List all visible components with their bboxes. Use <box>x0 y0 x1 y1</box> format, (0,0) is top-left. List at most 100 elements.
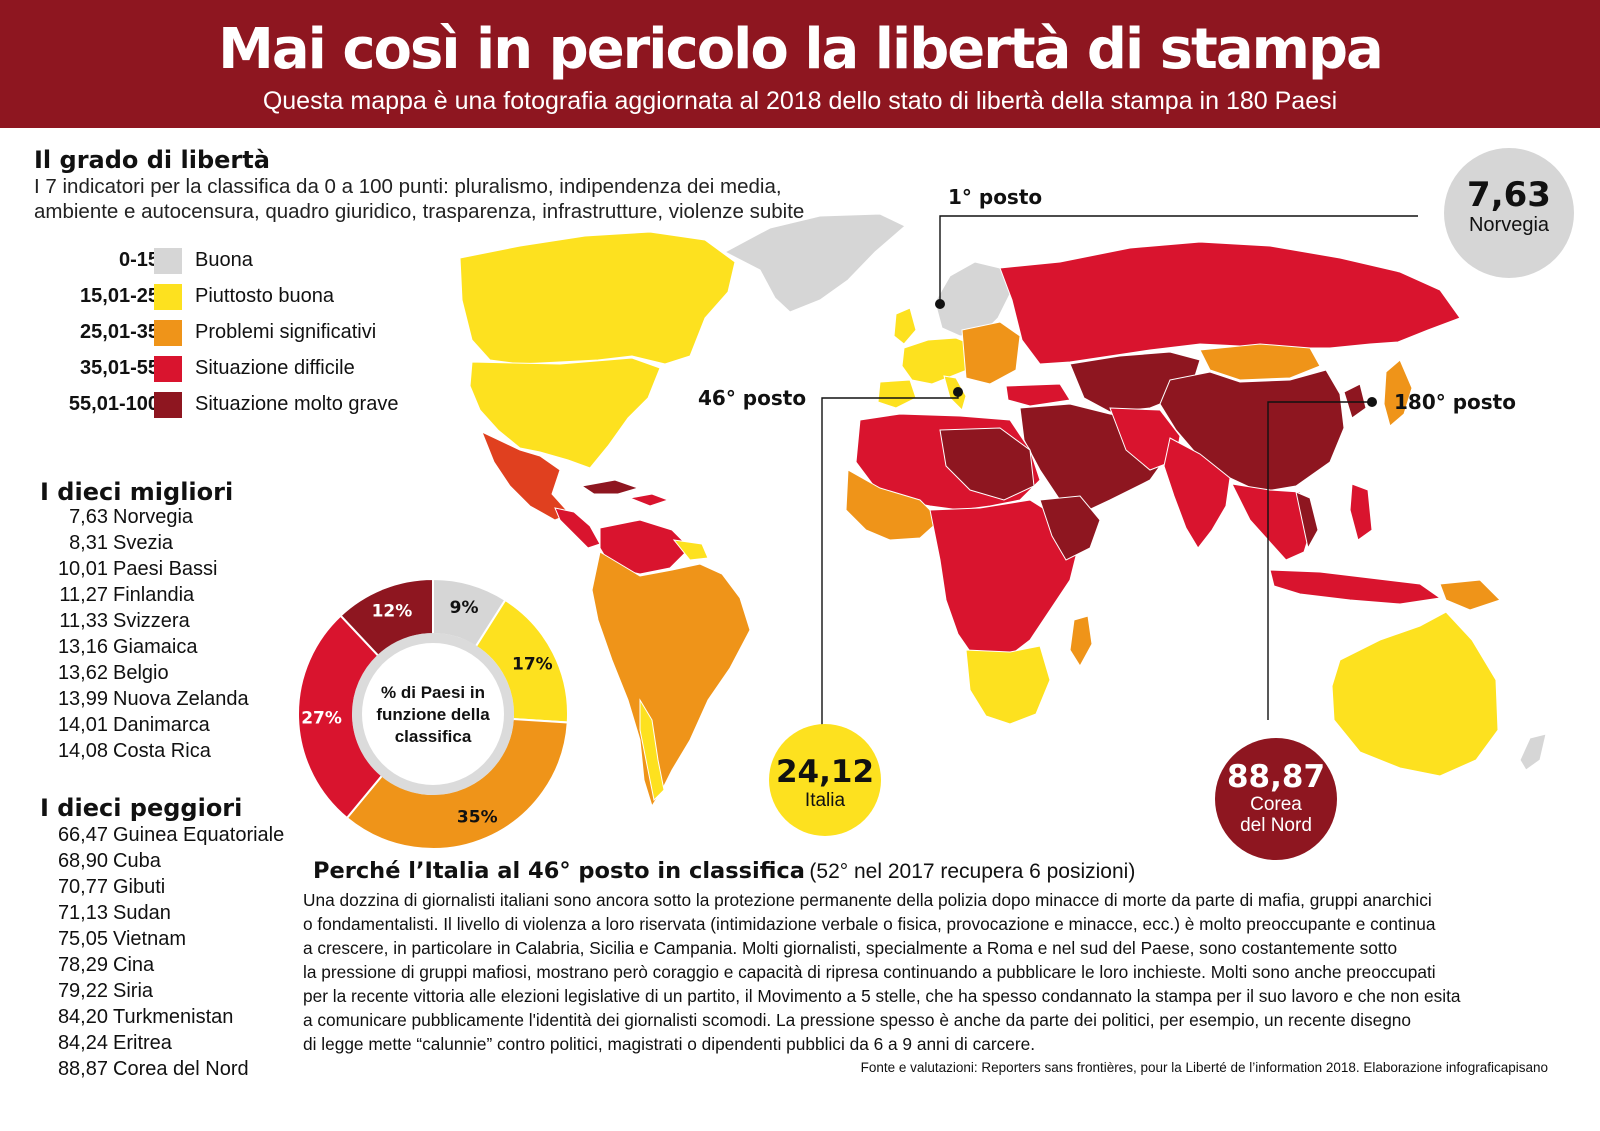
region-scandinavia <box>934 261 1013 337</box>
legend-label: Piuttosto buona <box>195 285 334 307</box>
region-india <box>1163 437 1231 549</box>
marker-italy-place: 46° posto <box>698 386 807 410</box>
region-uk <box>893 307 917 345</box>
region-usa <box>469 357 661 469</box>
legend-swatch <box>154 356 182 382</box>
why-italy-note: (52° nel 2017 recupera 6 posizioni) <box>809 860 1136 883</box>
region-turkey <box>1005 383 1071 407</box>
rank-score: 14,08 <box>57 740 108 762</box>
marker-dot-norway <box>935 299 945 309</box>
best-title: I dieci migliori <box>40 478 234 506</box>
region-central-america <box>554 507 601 549</box>
rank-score: 13,62 <box>57 662 108 684</box>
rank-country: Guinea Equatoriale <box>113 824 285 846</box>
list-item: 79,22 Siria <box>20 980 320 1006</box>
rank-score: 78,29 <box>57 954 108 976</box>
list-item: 10,01 Paesi Bassi <box>20 558 320 584</box>
marker-dot-italy <box>953 387 963 397</box>
italy-bubble: 24,12 Italia <box>769 724 881 836</box>
marker-first-place: 1° posto <box>948 185 1043 209</box>
list-item: 7,63 Norvegia <box>20 506 320 532</box>
donut-center-title: classifica <box>395 727 472 746</box>
legend-row: 35,01-55 Situazione difficile <box>14 354 434 382</box>
donut-slice-label: 35% <box>457 807 498 827</box>
marker-last-place: 180° posto <box>1394 390 1516 414</box>
donut-hole <box>352 633 514 795</box>
list-item: 84,20 Turkmenistan <box>20 1006 320 1032</box>
list-item: 78,29 Cina <box>20 954 320 980</box>
region-russia <box>999 241 1461 365</box>
leader-line-norway <box>939 215 1418 304</box>
header-banner: Mai così in pericolo la libertà di stamp… <box>0 0 1600 128</box>
rank-score: 11,33 <box>59 610 108 632</box>
rank-country: Cuba <box>113 850 161 872</box>
worst-title: I dieci peggiori <box>40 794 243 822</box>
list-item: 11,27 Finlandia <box>20 584 320 610</box>
list-item: 8,31 Svezia <box>20 532 320 558</box>
rank-country: Eritrea <box>113 1032 172 1054</box>
region-southeast-asia <box>1231 483 1315 561</box>
region-caribbean <box>628 493 670 507</box>
legend-range: 35,01-55 <box>80 357 159 379</box>
list-item: 13,99 Nuova Zelanda <box>20 688 320 714</box>
region-central-africa <box>929 499 1081 661</box>
why-italy-line: o fondamentalisti. Il livello di violenz… <box>303 914 1436 934</box>
source-note: Fonte e valutazioni: Reporters sans fron… <box>860 1060 1548 1075</box>
rank-score: 7,63 <box>69 506 108 528</box>
legend-label: Problemi significativi <box>195 321 377 343</box>
list-item: 13,16 Giamaica <box>20 636 320 662</box>
italy-score: 24,12 <box>775 754 875 790</box>
legend-swatch <box>154 284 182 310</box>
region-japan <box>1383 359 1413 427</box>
donut-slice-label: 27% <box>301 709 342 729</box>
list-item: 70,77 Gibuti <box>20 876 320 902</box>
list-item: 84,24 Eritrea <box>20 1032 320 1058</box>
region-papua <box>1439 579 1501 611</box>
legend-row: 25,01-35 Problemi significativi <box>14 318 434 346</box>
legend-swatch <box>154 392 182 418</box>
north-korea-name-1: Corea <box>1250 794 1302 815</box>
legend-range: 25,01-35 <box>80 321 159 343</box>
italy-name: Italia <box>804 790 846 811</box>
legend-label: Situazione molto grave <box>195 393 399 415</box>
list-item: 66,47 Guinea Equatoriale <box>20 824 320 850</box>
region-greenland <box>723 213 906 313</box>
region-horn-africa <box>1039 495 1101 561</box>
list-item: 14,01 Danimarca <box>20 714 320 740</box>
list-item: 88,87 Corea del Nord <box>20 1058 320 1084</box>
norway-bubble: 7,63 Norvegia <box>1444 148 1574 278</box>
why-italy-line: a crescere, in particolare in Calabria, … <box>303 938 1398 958</box>
list-item: 68,90 Cuba <box>20 850 320 876</box>
rank-country: Corea del Nord <box>113 1058 249 1080</box>
legend-swatch <box>154 248 182 274</box>
region-libya-egypt <box>939 427 1035 501</box>
donut-center-title: funzione della <box>376 705 490 724</box>
why-italy-body: Una dozzina di giornalisti italiani sono… <box>303 888 1583 1056</box>
rank-score: 84,24 <box>57 1032 108 1054</box>
why-italy-title: Perché l’Italia al 46° posto in classifi… <box>313 858 805 884</box>
region-eastern-europe <box>961 321 1021 385</box>
region-philippines <box>1349 483 1373 541</box>
list-item: 11,33 Svizzera <box>20 610 320 636</box>
rank-country: Belgio <box>113 662 169 684</box>
region-korea <box>1343 383 1367 419</box>
list-item: 14,08 Costa Rica <box>20 740 320 766</box>
region-iberia <box>877 379 917 409</box>
rank-score: 10,01 <box>57 558 108 580</box>
degree-intro-line-2: ambiente e autocensura, quadro giuridico… <box>34 200 805 223</box>
norway-name: Norvegia <box>1468 214 1550 236</box>
list-item: 75,05 Vietnam <box>20 928 320 954</box>
rank-score: 14,01 <box>57 714 108 736</box>
rank-country: Paesi Bassi <box>113 558 218 580</box>
page-title: Mai così in pericolo la libertà di stamp… <box>218 17 1384 82</box>
donut-slice-label: 9% <box>450 598 479 618</box>
legend-range: 0-15 <box>118 249 159 271</box>
list-item: 71,13 Sudan <box>20 902 320 928</box>
region-australia <box>1331 611 1499 777</box>
rank-country: Norvegia <box>113 506 194 528</box>
legend-swatch <box>154 320 182 346</box>
region-madagascar <box>1069 615 1093 667</box>
rank-score: 70,77 <box>57 876 108 898</box>
legend-label: Situazione difficile <box>195 357 355 379</box>
